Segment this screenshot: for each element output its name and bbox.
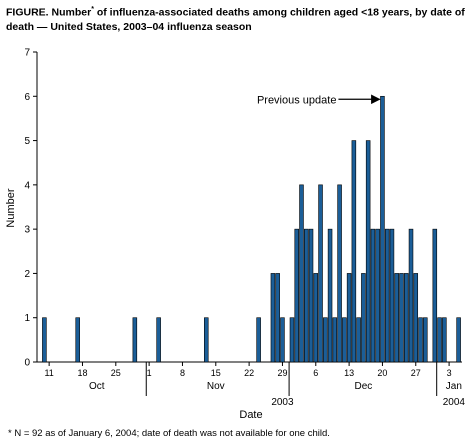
x-tick-label: 1: [147, 368, 152, 378]
bar: [204, 317, 209, 363]
bar: [423, 317, 428, 363]
bar: [408, 228, 414, 363]
bar: [42, 317, 47, 363]
month-label: Nov: [207, 381, 225, 392]
x-tick-label: 25: [111, 368, 121, 378]
bar: [351, 140, 357, 363]
y-tick-label: 1: [24, 313, 30, 324]
x-tick-label: 22: [244, 368, 254, 378]
bar: [346, 273, 352, 363]
bar: [413, 273, 419, 363]
x-tick-label: 29: [277, 368, 287, 378]
bar: [370, 228, 376, 363]
annotation-label: Previous update: [257, 94, 337, 106]
y-tick-label: 2: [24, 269, 30, 280]
bar: [456, 317, 461, 363]
x-tick-label: 11: [44, 368, 53, 378]
bar: [342, 317, 347, 363]
bar: [389, 228, 395, 363]
bar: [304, 228, 309, 363]
bar: [156, 317, 161, 363]
y-axis-title: Number: [5, 188, 17, 227]
y-tick-label: 7: [24, 48, 30, 59]
bar: [399, 273, 404, 363]
bar: [270, 273, 276, 363]
bar: [323, 317, 328, 363]
bar: [275, 273, 280, 363]
bars: [42, 95, 461, 363]
bar: [394, 273, 399, 363]
bar: [280, 317, 285, 363]
bar: [375, 228, 380, 363]
bar: [294, 228, 299, 363]
x-tick-label: 27: [411, 368, 421, 378]
bar: [289, 317, 295, 363]
x-tick-label: 15: [211, 368, 221, 378]
bar: [418, 317, 423, 363]
bar: [356, 317, 361, 363]
bar: [75, 317, 80, 363]
x-tick-label: 8: [180, 368, 185, 378]
annotations: Previous update: [257, 94, 381, 106]
bar: [361, 273, 366, 363]
x-tick-label: 20: [377, 368, 387, 378]
bar: [384, 228, 390, 363]
chart-title-main: FIGURE. Number: [6, 6, 92, 19]
y-axis-ticks: 0 1 2 3 4 5 6 7: [24, 48, 37, 369]
bar: [432, 228, 438, 363]
y-tick-label: 3: [24, 225, 30, 236]
chart-title-rest: of influenza-associated deaths among chi…: [6, 6, 465, 33]
bar: [308, 228, 314, 363]
y-tick-label: 6: [24, 92, 30, 103]
y-tick-label: 4: [24, 180, 30, 191]
year-label: 2003: [271, 397, 294, 408]
bar: [403, 273, 409, 363]
x-tick-label: 18: [77, 368, 87, 378]
x-axis-title: Date: [239, 409, 262, 421]
bar: [132, 317, 138, 363]
month-label: Dec: [354, 381, 372, 392]
month-label: Jan: [446, 381, 462, 392]
month-label: Oct: [89, 381, 105, 392]
bar: [256, 317, 261, 363]
bar: [365, 140, 371, 363]
x-tick-label: 3: [447, 368, 452, 378]
bar: [327, 228, 333, 363]
x-tick-label: 6: [313, 368, 318, 378]
bar: [442, 317, 447, 363]
bar: [337, 184, 342, 363]
year-label: 2004: [443, 397, 466, 408]
bar: [332, 317, 338, 363]
bar: [313, 273, 319, 363]
x-tick-label: 13: [344, 368, 354, 378]
bar: [380, 95, 385, 363]
bar: [318, 184, 323, 363]
title-footnote-marker: *: [91, 6, 94, 13]
bar: [299, 184, 304, 363]
y-tick-label: 5: [24, 136, 30, 147]
footnote: * N = 92 as of January 6, 2004; date of …: [8, 428, 330, 439]
chart-title: FIGURE. Number* of influenza-associated …: [6, 3, 468, 34]
y-tick-label: 0: [24, 358, 30, 369]
bar: [437, 317, 442, 363]
